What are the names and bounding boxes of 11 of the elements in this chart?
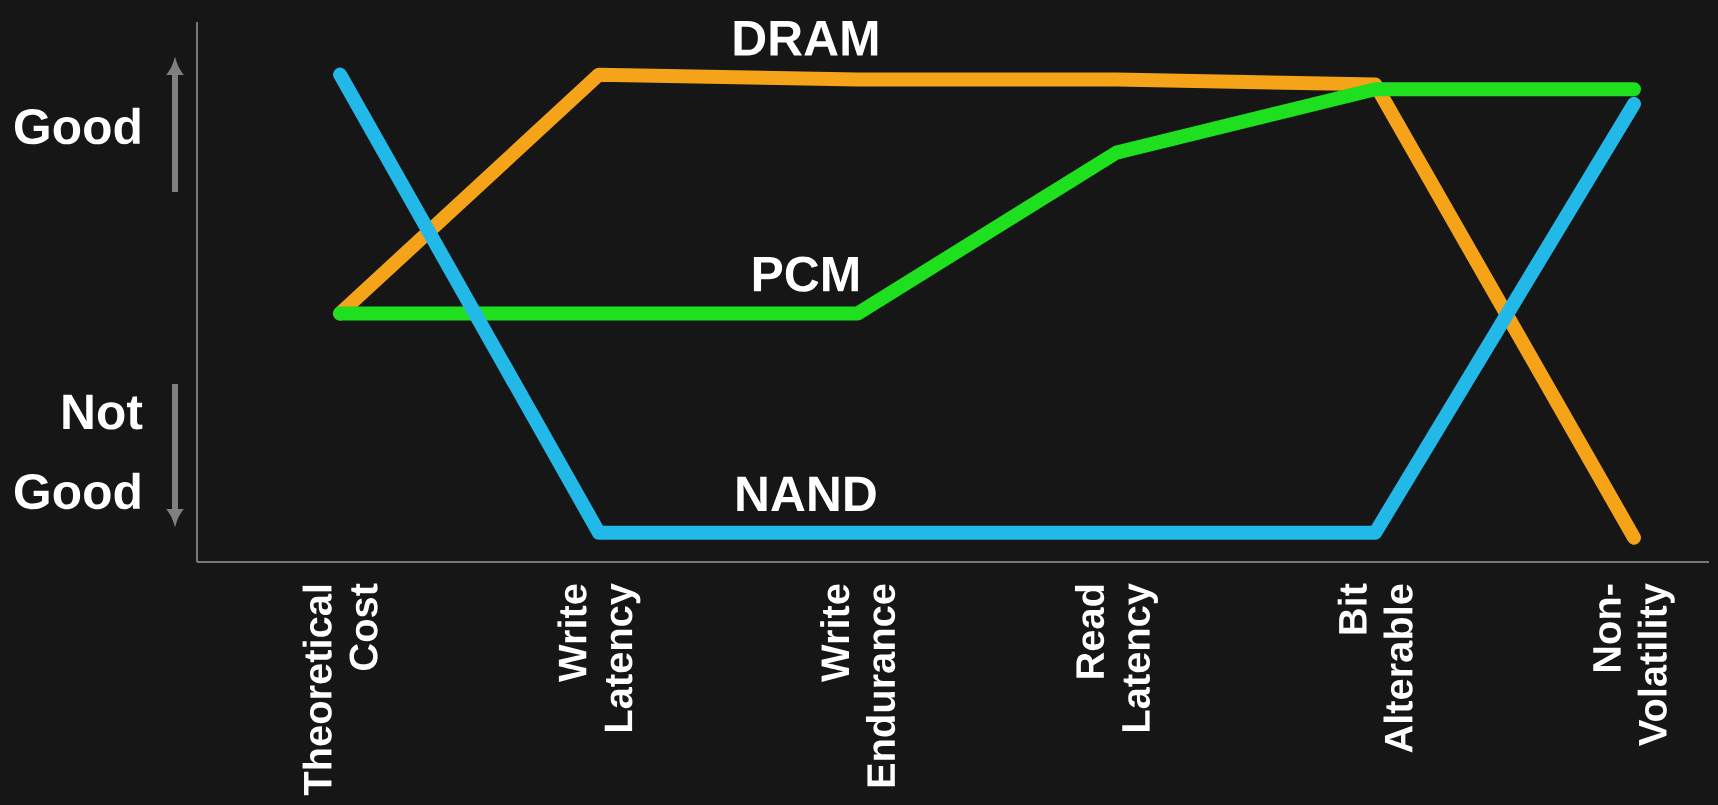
- series-label: DRAM: [734, 21, 878, 56]
- series-label: PCM: [753, 256, 858, 292]
- x-tick-label: Bit Alterable: [1337, 583, 1413, 753]
- text: Good: [14, 107, 140, 145]
- x-tick-label: Write Endurance: [820, 584, 896, 787]
- x-tick-label: Write Latency: [557, 583, 641, 731]
- x-tick-label: Theoretical Cost: [302, 583, 378, 796]
- x-tick-label: Non-Volatility: [1593, 583, 1675, 746]
- text: Not Good: [14, 394, 143, 510]
- x-tick-label: Read Latency: [1074, 583, 1158, 731]
- series-label: NAND: [737, 476, 876, 512]
